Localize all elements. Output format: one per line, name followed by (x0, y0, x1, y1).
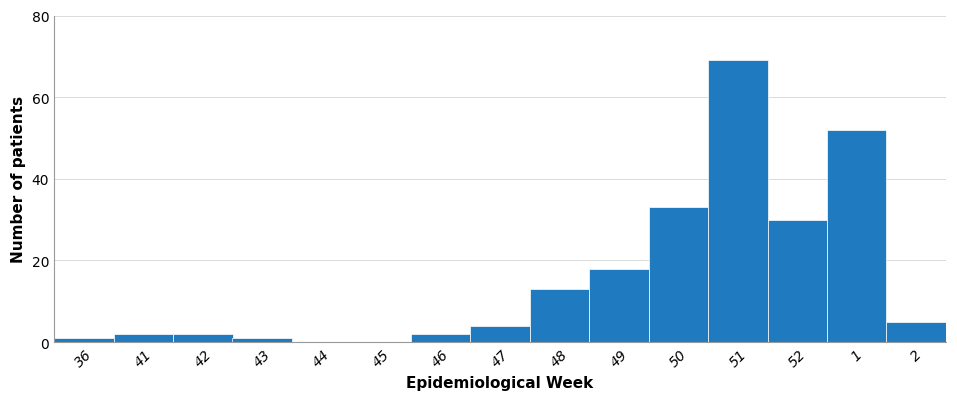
Bar (708, 61, 768, 342)
Bar (530, 289, 590, 342)
Bar (827, 131, 886, 342)
X-axis label: Epidemiological Week: Epidemiological Week (407, 375, 593, 390)
Bar (886, 322, 946, 342)
Y-axis label: Number of patients: Number of patients (11, 96, 26, 263)
Bar (55, 338, 114, 342)
Bar (114, 334, 173, 342)
Bar (173, 334, 233, 342)
Bar (470, 326, 530, 342)
Bar (411, 334, 470, 342)
Bar (649, 208, 708, 342)
Bar (768, 220, 827, 342)
Bar (590, 269, 649, 342)
Bar (233, 338, 292, 342)
